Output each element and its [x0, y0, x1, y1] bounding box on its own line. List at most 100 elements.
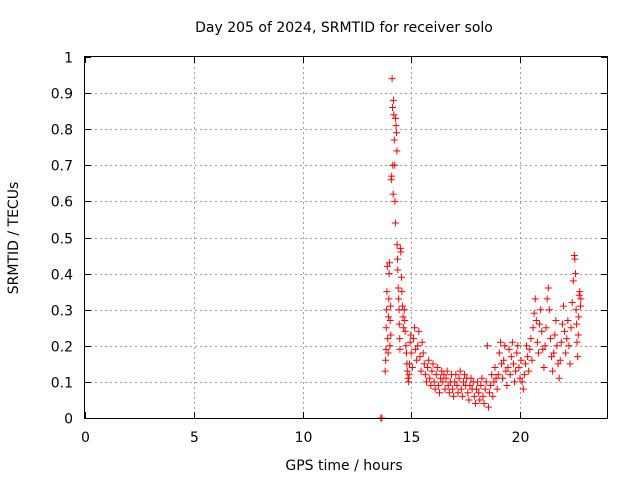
data-point	[400, 306, 408, 314]
data-point	[422, 378, 430, 386]
data-point	[391, 197, 399, 205]
data-point	[571, 255, 579, 263]
data-point	[394, 266, 402, 274]
data-point	[429, 360, 437, 368]
data-point	[480, 400, 488, 408]
data-point	[418, 338, 426, 346]
data-point	[495, 349, 503, 357]
data-point	[481, 385, 489, 393]
data-point	[543, 295, 551, 303]
data-point	[563, 335, 571, 343]
data-point	[507, 353, 515, 361]
data-point	[505, 345, 513, 353]
data-point	[576, 302, 584, 310]
data-point	[577, 295, 585, 303]
data-point	[392, 122, 400, 130]
grid	[85, 57, 607, 418]
data-point	[401, 327, 409, 335]
y-tick-label: 0.6	[51, 195, 73, 211]
data-point	[391, 219, 399, 227]
data-point	[444, 382, 452, 390]
data-point	[384, 335, 392, 343]
data-point	[409, 335, 417, 343]
data-point	[392, 129, 400, 137]
y-tick-label: 0.9	[51, 87, 73, 103]
data-point	[521, 360, 529, 368]
data-point	[471, 400, 479, 408]
data-point	[520, 371, 528, 379]
data-point	[408, 363, 416, 371]
data-point	[390, 111, 398, 119]
data-point	[389, 190, 397, 198]
data-points	[377, 75, 585, 422]
data-point	[394, 255, 402, 263]
data-point	[525, 367, 533, 375]
data-point	[449, 385, 457, 393]
data-point	[530, 309, 538, 317]
data-point	[391, 161, 399, 169]
data-point	[398, 288, 406, 296]
axis-ticks: 00.10.20.30.40.50.60.70.80.910 5 10 15 20	[51, 51, 607, 446]
data-point	[537, 306, 545, 314]
data-point	[494, 371, 502, 379]
data-point	[389, 96, 397, 104]
data-point	[515, 363, 523, 371]
x-tick-label: 0	[81, 430, 90, 446]
data-point	[439, 378, 447, 386]
data-point	[562, 349, 570, 357]
data-point	[575, 291, 583, 299]
data-point	[433, 363, 441, 371]
data-point	[464, 389, 472, 397]
data-point	[561, 327, 569, 335]
y-tick-label: 0	[64, 412, 73, 428]
data-point	[574, 331, 582, 339]
x-tick-label: 5	[190, 430, 199, 446]
data-point	[572, 306, 580, 314]
data-point	[476, 396, 484, 404]
data-point	[407, 331, 415, 339]
data-point	[568, 298, 576, 306]
data-point	[419, 349, 427, 357]
data-point	[541, 342, 549, 350]
data-point	[506, 371, 514, 379]
data-point	[386, 259, 393, 267]
data-point	[440, 371, 448, 379]
y-tick-label: 0.3	[51, 304, 73, 320]
data-point	[528, 356, 536, 364]
data-point	[564, 317, 572, 325]
data-point	[428, 367, 436, 375]
data-point	[406, 360, 414, 368]
data-point	[531, 295, 539, 303]
data-point	[576, 288, 584, 296]
y-tick-label: 1	[64, 51, 73, 67]
data-point	[451, 378, 459, 386]
data-point	[385, 270, 393, 278]
data-point	[553, 342, 561, 350]
y-tick-label: 0.4	[51, 268, 73, 284]
data-point	[384, 313, 392, 321]
y-axis-label: SRMTID / TECUs	[6, 182, 22, 295]
data-point	[386, 317, 394, 325]
data-point	[387, 331, 395, 339]
data-point	[518, 378, 526, 386]
data-point	[457, 385, 465, 393]
data-point	[567, 324, 575, 332]
data-point	[412, 345, 420, 353]
data-point	[395, 320, 403, 328]
data-point	[536, 320, 544, 328]
data-point	[454, 389, 462, 397]
data-point	[445, 389, 453, 397]
y-tick-label: 0.8	[51, 123, 73, 139]
data-point	[502, 367, 510, 375]
data-point	[415, 327, 423, 335]
data-point	[482, 378, 490, 386]
data-point	[465, 396, 473, 404]
data-point	[414, 342, 422, 350]
data-point	[405, 371, 413, 379]
data-point	[393, 147, 401, 155]
data-point	[548, 353, 556, 361]
data-point	[455, 374, 463, 382]
data-point	[387, 302, 395, 310]
data-point	[434, 382, 442, 390]
